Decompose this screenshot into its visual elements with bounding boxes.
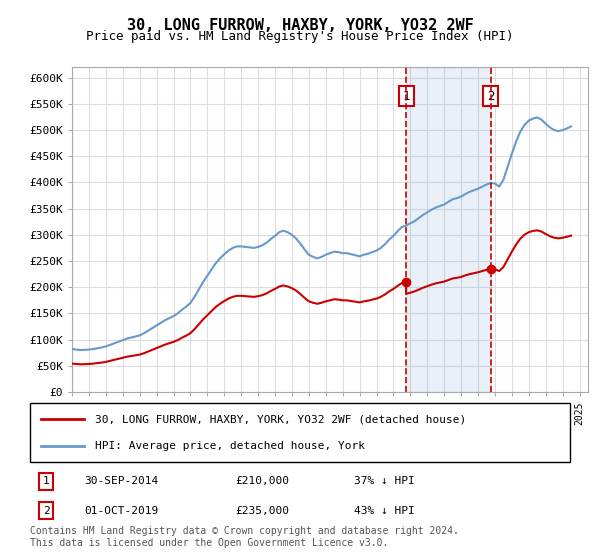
Text: 01-OCT-2019: 01-OCT-2019 xyxy=(84,506,158,516)
Text: 37% ↓ HPI: 37% ↓ HPI xyxy=(354,476,415,486)
Bar xyxy=(406,67,491,392)
Text: 2: 2 xyxy=(43,506,50,516)
Text: £210,000: £210,000 xyxy=(235,476,289,486)
Text: 30-SEP-2014: 30-SEP-2014 xyxy=(84,476,158,486)
Text: 2: 2 xyxy=(487,90,494,102)
Text: 30, LONG FURROW, HAXBY, YORK, YO32 2WF (detached house): 30, LONG FURROW, HAXBY, YORK, YO32 2WF (… xyxy=(95,414,466,424)
FancyBboxPatch shape xyxy=(30,403,570,462)
Text: HPI: Average price, detached house, York: HPI: Average price, detached house, York xyxy=(95,441,365,451)
Text: 30, LONG FURROW, HAXBY, YORK, YO32 2WF: 30, LONG FURROW, HAXBY, YORK, YO32 2WF xyxy=(127,18,473,33)
Text: Price paid vs. HM Land Registry's House Price Index (HPI): Price paid vs. HM Land Registry's House … xyxy=(86,30,514,43)
Text: 1: 1 xyxy=(403,90,410,102)
Text: 43% ↓ HPI: 43% ↓ HPI xyxy=(354,506,415,516)
Text: 1: 1 xyxy=(43,476,50,486)
Text: £235,000: £235,000 xyxy=(235,506,289,516)
Text: Contains HM Land Registry data © Crown copyright and database right 2024.
This d: Contains HM Land Registry data © Crown c… xyxy=(30,526,459,548)
